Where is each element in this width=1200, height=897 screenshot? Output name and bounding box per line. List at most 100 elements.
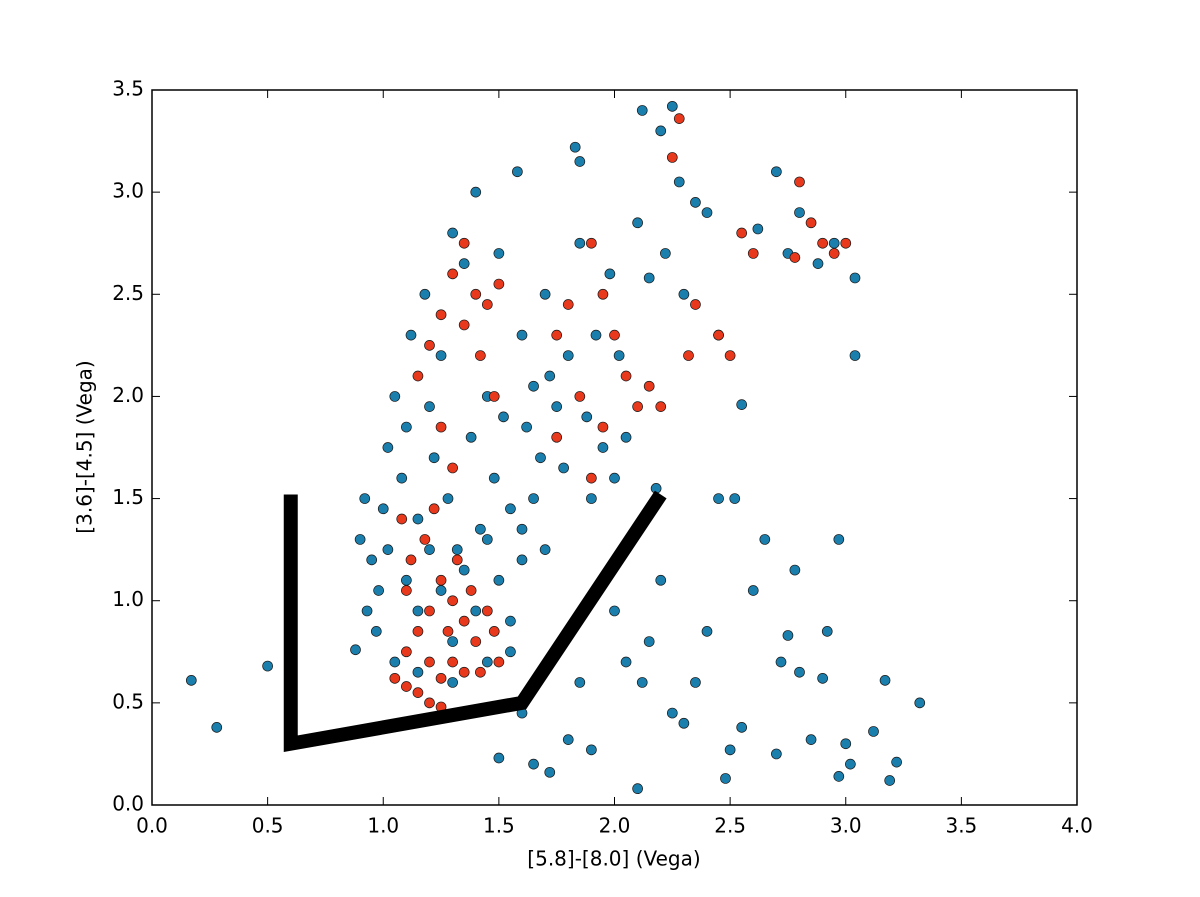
scatter-point [586, 472, 597, 484]
scatter-point [451, 554, 463, 566]
scatter-point [805, 217, 817, 229]
scatter-point [424, 605, 435, 617]
scatter-point [690, 197, 701, 208]
scatter-point [493, 248, 505, 259]
y-tick-label: 2.0 [112, 383, 144, 407]
scatter-point [604, 268, 616, 280]
scatter-point [655, 574, 667, 586]
scatter-point [389, 672, 401, 684]
scatter-point [493, 278, 505, 290]
scatter-point [521, 421, 532, 433]
scatter-point [845, 758, 856, 770]
scatter-point [528, 380, 539, 392]
scatter-point [401, 574, 412, 586]
scatter-point [412, 687, 424, 698]
scatter-point [914, 697, 926, 709]
x-tick-label: 3.5 [945, 814, 977, 838]
y-tick-label: 3.5 [112, 77, 144, 101]
scatter-point [660, 248, 671, 259]
scatter-point [401, 646, 412, 658]
scatter-point [632, 401, 643, 412]
scatter-point [551, 431, 563, 443]
scatter-point [185, 675, 197, 686]
scatter-point [481, 656, 493, 668]
y-tick-label: 3.0 [112, 179, 144, 203]
scatter-point [581, 411, 593, 423]
scatter-point [389, 656, 401, 668]
scatter-point [782, 630, 794, 641]
scatter-point [729, 493, 741, 504]
scatter-point [359, 493, 371, 504]
scatter-point [505, 646, 516, 658]
scatter-point [817, 237, 828, 249]
scatter-point [636, 677, 648, 688]
scatter-point [435, 350, 447, 361]
scatter-point [516, 554, 528, 566]
scatter-point [481, 534, 493, 545]
scatter-point [481, 299, 493, 310]
scatter-point [666, 100, 678, 112]
scatter-point [597, 288, 609, 300]
scatter-point [435, 309, 447, 321]
scatter-point [840, 738, 852, 750]
scatter-point [401, 681, 412, 692]
scatter-point [574, 237, 586, 249]
scatter-point [775, 656, 787, 668]
scatter-point [673, 176, 685, 188]
scatter-point [493, 752, 505, 764]
scatter-point [498, 411, 509, 423]
scatter-point [539, 288, 551, 300]
scatter-point [597, 421, 609, 433]
scatter-point [488, 472, 500, 484]
x-tick-label: 2.5 [714, 814, 746, 838]
scatter-point [458, 564, 470, 576]
scatter-point [879, 675, 891, 686]
scatter-point [505, 615, 516, 627]
scatter-point [435, 421, 447, 433]
scatter-point [535, 452, 546, 464]
scatter-point [382, 442, 394, 453]
scatter-point [673, 113, 685, 124]
scatter-point [424, 340, 435, 351]
scatter-point [720, 773, 731, 784]
scatter-point [447, 677, 458, 688]
scatter-point [789, 564, 801, 576]
scatter-point [350, 644, 361, 656]
scatter-point [620, 431, 632, 443]
scatter-point [544, 766, 556, 778]
scatter-point [551, 329, 563, 341]
scatter-point [465, 585, 477, 596]
scatter-point [817, 672, 828, 684]
scatter-point [620, 370, 632, 382]
scatter-point [458, 258, 470, 269]
scatter-point [475, 523, 486, 535]
scatter-point [412, 666, 424, 678]
scatter-point [586, 744, 597, 756]
scatter-point [713, 493, 724, 504]
scatter-point [458, 615, 470, 627]
scatter-point [736, 722, 748, 733]
scatter-point [211, 722, 223, 733]
scatter-point [435, 585, 447, 596]
scatter-point [424, 697, 435, 709]
scatter-point [666, 152, 678, 163]
scatter-point [794, 666, 805, 678]
scatter-point [586, 237, 597, 249]
scatter-point [419, 288, 431, 300]
scatter-point [442, 493, 454, 504]
scatter-point [655, 401, 667, 412]
x-tick-label: 1.0 [367, 814, 399, 838]
x-tick-label: 0.0 [136, 814, 168, 838]
scatter-point [401, 585, 412, 596]
scatter-point [470, 186, 482, 198]
scatter-point [424, 656, 435, 668]
scatter-point [401, 421, 412, 433]
x-tick-label: 3.0 [830, 814, 862, 838]
scatter-point [833, 771, 845, 782]
scatter-point [690, 299, 701, 310]
scatter-point [574, 677, 586, 688]
scatter-point [643, 636, 655, 647]
scatter-point [609, 329, 620, 341]
scatter-point [493, 656, 505, 668]
scatter-point [840, 237, 852, 249]
